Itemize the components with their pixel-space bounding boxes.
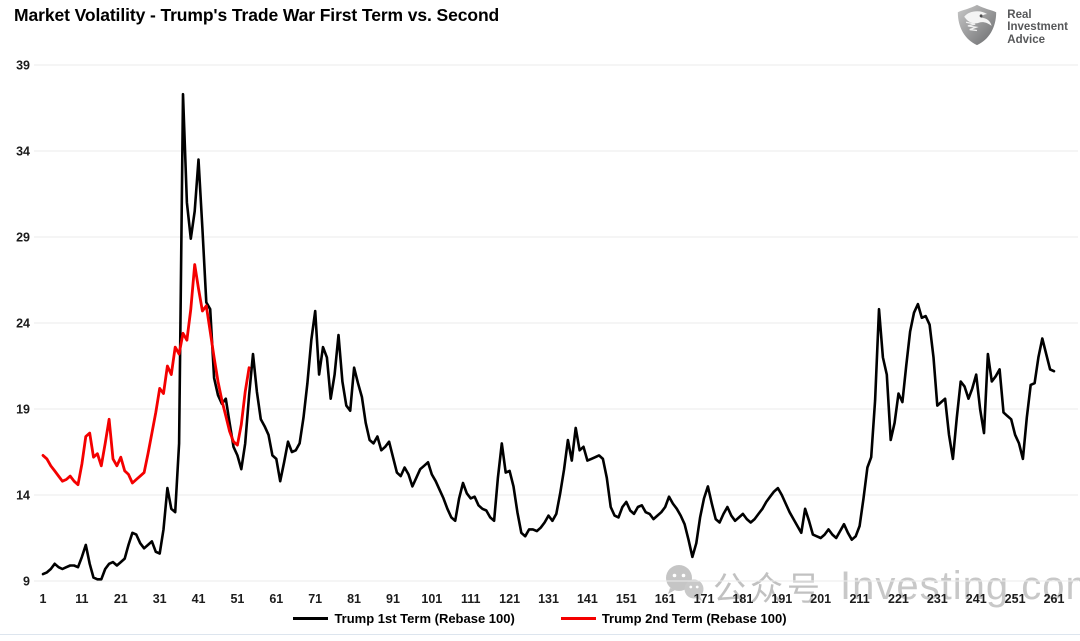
- legend-label-second-term: Trump 2nd Term (Rebase 100): [601, 611, 787, 626]
- y-tick-label: 29: [16, 231, 30, 245]
- chart-legend: Trump 1st Term (Rebase 100) Trump 2nd Te…: [0, 611, 1080, 626]
- x-tick-label: 61: [269, 592, 283, 606]
- x-tick-label: 31: [153, 592, 167, 606]
- x-tick-label: 151: [616, 592, 637, 606]
- x-tick-label: 211: [849, 592, 869, 606]
- y-tick-label: 14: [16, 489, 30, 503]
- x-tick-label: 51: [230, 592, 244, 606]
- legend-item-first-term: Trump 1st Term (Rebase 100): [293, 611, 515, 626]
- x-tick-label: 71: [308, 592, 322, 606]
- x-tick-label: 81: [347, 592, 361, 606]
- x-tick-label: 141: [577, 592, 598, 606]
- x-tick-label: 111: [461, 592, 481, 606]
- x-tick-label: 191: [771, 592, 792, 606]
- x-tick-label: 41: [192, 592, 206, 606]
- x-tick-label: 91: [386, 592, 400, 606]
- legend-item-second-term: Trump 2nd Term (Rebase 100): [560, 611, 787, 626]
- page-title: Market Volatility - Trump's Trade War Fi…: [14, 5, 500, 25]
- first-term-line-swatch: [293, 617, 329, 620]
- logo-line-3: Advice: [1007, 33, 1045, 46]
- x-tick-label: 251: [1005, 592, 1026, 606]
- x-tick-label: 241: [966, 592, 987, 606]
- logo-text: Real Investment Advice: [1007, 9, 1068, 47]
- x-tick-label: 261: [1044, 592, 1065, 606]
- x-tick-label: 221: [888, 592, 909, 606]
- x-tick-label: 21: [114, 592, 128, 606]
- y-tick-label: 9: [23, 575, 30, 589]
- x-tick-label: 131: [538, 592, 559, 606]
- x-tick-label: 161: [655, 592, 676, 606]
- x-tick-label: 1: [40, 592, 47, 606]
- y-tick-label: 34: [16, 145, 30, 159]
- logo-line-1: Real: [1007, 8, 1032, 21]
- watermark-cn-text: 公众号: [713, 570, 824, 607]
- watermark-site-text: Investing.com: [840, 563, 1080, 608]
- x-tick-label: 171: [694, 592, 715, 606]
- wechat-icon: [662, 563, 708, 610]
- x-tick-label: 11: [75, 592, 88, 606]
- eagle-shield-icon: [955, 4, 999, 51]
- y-tick-label: 39: [16, 59, 30, 73]
- ria-logo: Real Investment Advice: [955, 4, 1068, 51]
- legend-label-first-term: Trump 1st Term (Rebase 100): [334, 611, 515, 626]
- y-tick-label: 24: [16, 317, 30, 331]
- x-tick-label: 121: [499, 592, 520, 606]
- watermark: 公众号 Investing.com: [662, 562, 1080, 610]
- x-tick-label: 231: [927, 592, 948, 606]
- logo-line-2: Investment: [1007, 21, 1068, 34]
- x-tick-label: 201: [810, 592, 831, 606]
- series-line-first-term: [41, 92, 1056, 581]
- series-line-second-term: [41, 263, 251, 487]
- second-term-line-swatch: [560, 617, 596, 620]
- x-tick-label: 101: [421, 592, 442, 606]
- bottom-divider: [0, 634, 1080, 635]
- y-tick-label: 19: [16, 403, 30, 417]
- x-tick-label: 181: [732, 592, 753, 606]
